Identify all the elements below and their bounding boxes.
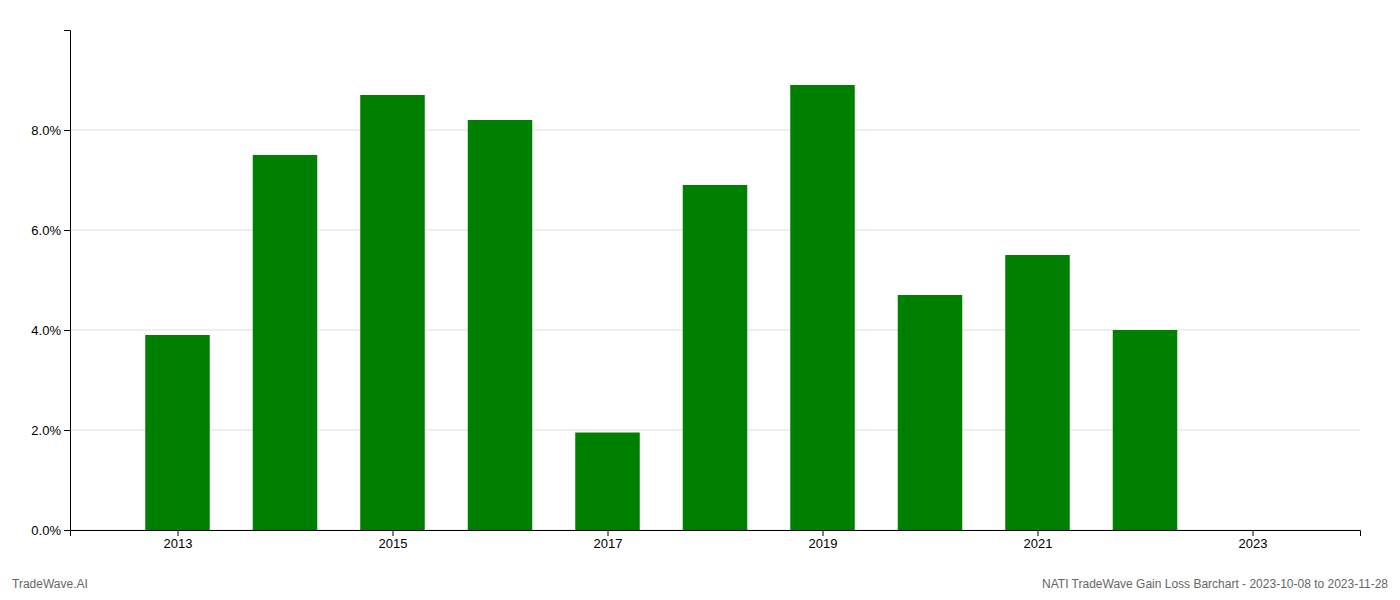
x-axis: 2013 2015 2017 2019 2021 2023 xyxy=(71,530,1361,551)
chart-container: 2013 2015 2017 2019 2021 2023 0.0% 2.0% 4.0% 6.0%… xyxy=(0,0,1400,600)
y-tick: 4.0% xyxy=(31,323,70,338)
x-tick-label: 2013 xyxy=(164,536,193,551)
plot-area xyxy=(145,85,1177,530)
x-tick: 2021 xyxy=(1024,530,1053,551)
y-tick-label: 0.0% xyxy=(31,523,61,538)
x-tick-label: 2019 xyxy=(809,536,838,551)
x-tick: 2023 xyxy=(1239,530,1268,551)
y-tick-mark xyxy=(64,330,70,331)
bar xyxy=(360,95,425,530)
x-tick-mark xyxy=(393,530,394,536)
grid-line xyxy=(70,130,1360,131)
bar xyxy=(1005,255,1070,530)
annotations: TradeWave.AI NATI TradeWave Gain Loss Bar… xyxy=(12,577,1388,591)
x-tick-mark xyxy=(1253,530,1254,536)
y-axis: 0.0% 2.0% 4.0% 6.0% 8.0% xyxy=(31,31,70,538)
x-tick-mark xyxy=(1038,530,1039,536)
y-tick: 8.0% xyxy=(31,123,70,138)
bar xyxy=(898,295,963,530)
y-tick: 2.0% xyxy=(31,423,70,438)
x-axis-line xyxy=(71,531,1361,537)
bar xyxy=(575,433,640,531)
bar xyxy=(790,85,855,530)
y-tick-mark xyxy=(64,530,70,531)
y-tick: 6.0% xyxy=(31,223,70,238)
y-tick-label: 2.0% xyxy=(31,423,61,438)
x-tick-label: 2023 xyxy=(1239,536,1268,551)
y-tick-label: 4.0% xyxy=(31,323,61,338)
y-tick-mark xyxy=(64,130,70,131)
footer-text: TradeWave.AI xyxy=(12,577,88,591)
bar xyxy=(253,155,318,530)
x-tick-label: 2021 xyxy=(1024,536,1053,551)
x-tick: 2013 xyxy=(164,530,193,551)
x-tick-label: 2015 xyxy=(379,536,408,551)
x-tick: 2019 xyxy=(809,530,838,551)
footer-text: NATI TradeWave Gain Loss Barchart - 2023… xyxy=(1042,577,1388,591)
chart-svg: 2013 2015 2017 2019 2021 2023 0.0% 2.0% 4.0% 6.0%… xyxy=(0,0,1400,600)
x-tick-mark xyxy=(608,530,609,536)
x-tick-mark xyxy=(823,530,824,536)
bar xyxy=(468,120,533,530)
x-tick: 2015 xyxy=(379,530,408,551)
y-tick: 0.0% xyxy=(31,523,70,538)
y-axis-line xyxy=(64,31,71,531)
x-tick: 2017 xyxy=(594,530,623,551)
y-tick-label: 8.0% xyxy=(31,123,61,138)
y-tick-label: 6.0% xyxy=(31,223,61,238)
bar xyxy=(1113,330,1178,530)
y-tick-mark xyxy=(64,430,70,431)
x-tick-label: 2017 xyxy=(594,536,623,551)
bar xyxy=(145,335,210,530)
y-tick-mark xyxy=(64,230,70,231)
bar xyxy=(683,185,748,530)
grid xyxy=(70,130,1360,530)
x-tick-mark xyxy=(178,530,179,536)
